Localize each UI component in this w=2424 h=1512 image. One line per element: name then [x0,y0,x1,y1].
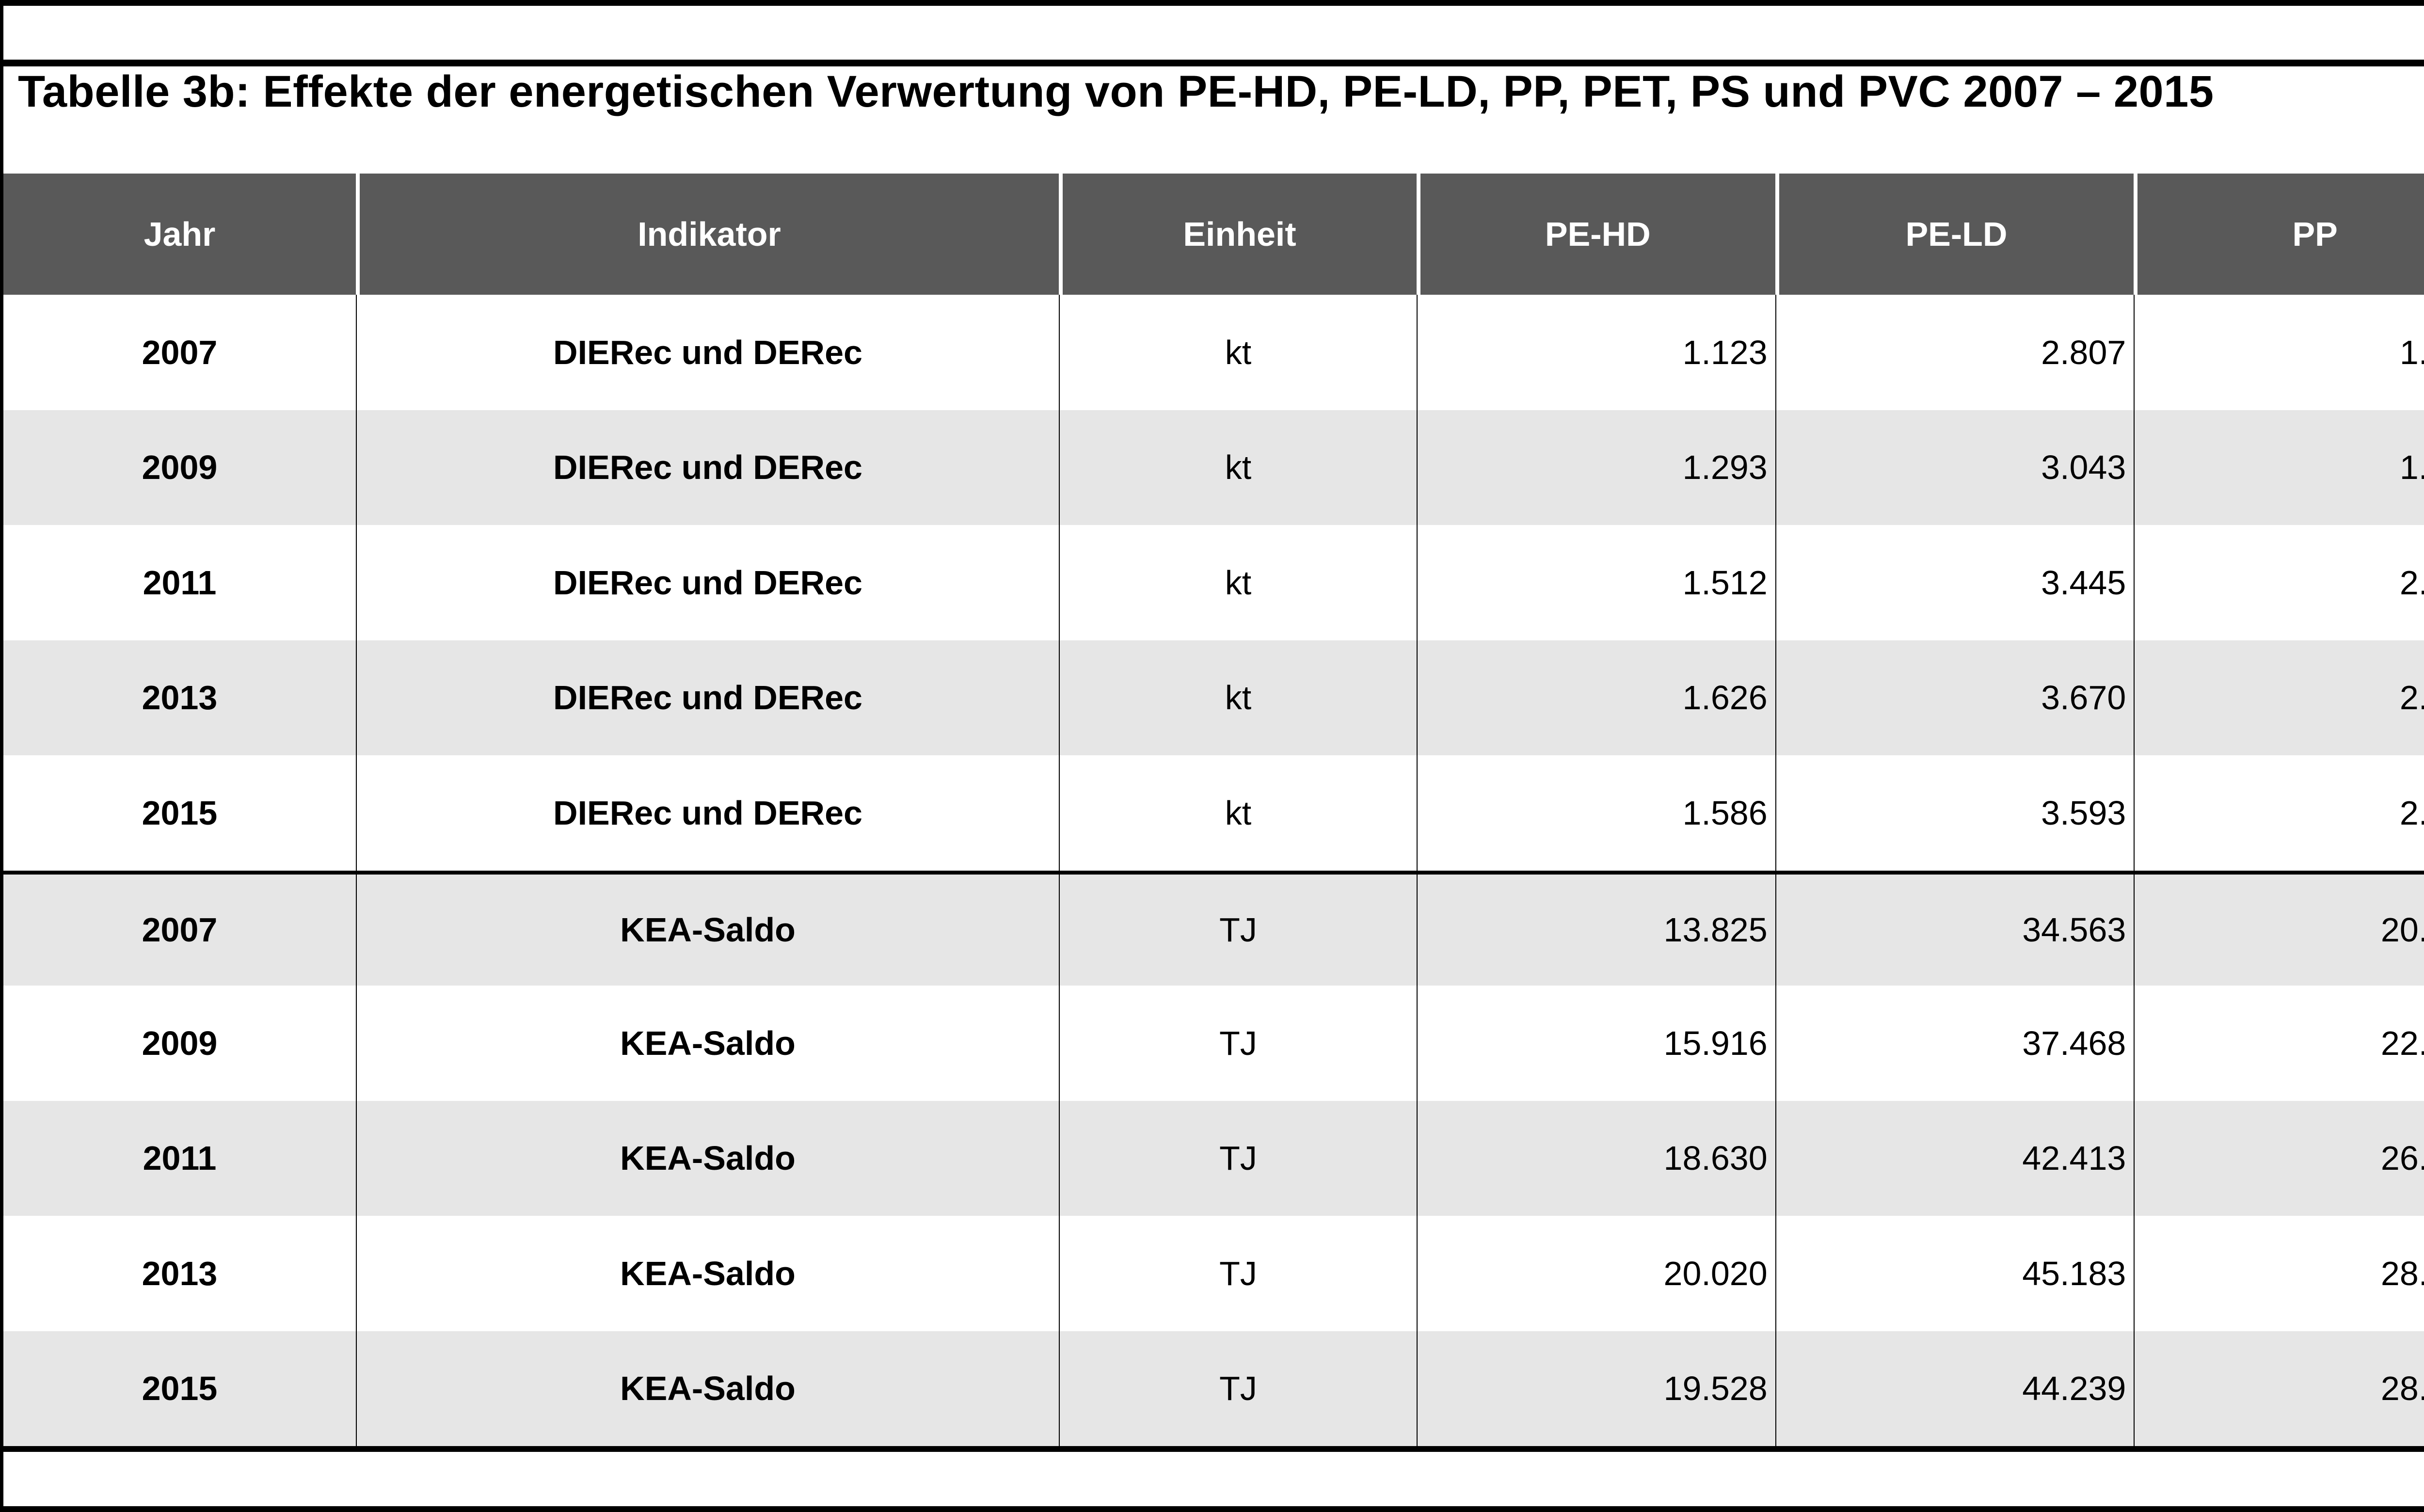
table-row: 2013 DIERec und DERec kt 1.626 3.670 2.3… [3,640,2424,755]
cell-einheit: TJ [1059,1100,1417,1216]
cell-pe-ld: 34.563 [1775,874,2134,986]
cell-einheit: TJ [1059,1331,1417,1446]
cell-indikator: DIERec und DERec [356,295,1059,410]
cell-pp: 28.718 [2134,1331,2424,1446]
page-title: Tabelle 3b: Effekte der energetischen Ve… [18,67,2214,116]
cell-pp: 1.667 [2134,295,2424,410]
cell-jahr: 2015 [142,1369,218,1408]
cell-einheit: kt [1059,295,1417,410]
cell-indikator: KEA-Saldo [356,874,1059,986]
column-header-pp: PP [2134,174,2424,295]
cell-pp: 2.174 [2134,525,2424,640]
column-header-jahr: Jahr [3,174,356,295]
cell-pe-ld: 2.807 [1775,295,2134,410]
cell-einheit: kt [1059,410,1417,525]
cell-pe-hd: 15.916 [1417,986,1775,1101]
column-header-pe-ld: PE-LD [1775,174,2134,295]
cell-pe-hd: 1.123 [1417,295,1775,410]
table-row: 2007 DIERec und DERec kt 1.123 2.807 1.6… [3,295,2424,410]
table-row: 2009 DIERec und DERec kt 1.293 3.043 1.8… [3,410,2424,525]
cell-indikator: DIERec und DERec [356,410,1059,525]
cell-jahr: 2015 [142,794,218,832]
cell-jahr: 2013 [142,1254,218,1292]
cell-pe-ld: 45.183 [1775,1216,2134,1331]
cell-pp: 2.350 [2134,640,2424,755]
cell-pe-hd: 19.528 [1417,1331,1775,1446]
table-row: 2013 KEA-Saldo TJ 20.020 45.183 28.930 4… [3,1216,2424,1331]
cell-indikator: KEA-Saldo [356,1216,1059,1331]
cell-indikator: KEA-Saldo [356,1331,1059,1446]
cell-pp: 28.930 [2134,1216,2424,1331]
cell-indikator: DIERec und DERec [356,525,1059,640]
cell-pe-hd: 1.586 [1417,755,1775,871]
table-row: 2015 KEA-Saldo TJ 19.528 44.239 28.718 4… [3,1331,2424,1446]
table-body: 2007 DIERec und DERec kt 1.123 2.807 1.6… [3,295,2424,1446]
table-row: 2011 KEA-Saldo TJ 18.630 42.413 26.771 3… [3,1100,2424,1216]
cell-pe-hd: 1.626 [1417,640,1775,755]
cell-pp: 22.694 [2134,986,2424,1101]
cell-jahr: 2009 [142,1024,218,1062]
cell-pe-ld: 42.413 [1775,1100,2134,1216]
cell-pe-ld: 3.670 [1775,640,2134,755]
cell-jahr: 2013 [142,679,218,717]
table-row: 2009 KEA-Saldo TJ 15.916 37.468 22.694 2… [3,986,2424,1101]
table-bottom-border [3,1446,2424,1452]
cell-einheit: kt [1059,640,1417,755]
table-row: 2011 DIERec und DERec kt 1.512 3.445 2.1… [3,525,2424,640]
cell-pe-ld: 3.445 [1775,525,2134,640]
footer-band: Quelle: Umweltbundesamt, FKZ 3714 93 316… [3,1452,2424,1506]
cell-pp: 1.843 [2134,410,2424,525]
cell-einheit: kt [1059,755,1417,871]
cell-pp: 26.771 [2134,1100,2424,1216]
title-band: Tabelle 3b: Effekte der energetischen Ve… [3,66,2424,174]
cell-indikator: KEA-Saldo [356,1100,1059,1216]
column-header-pe-hd: PE-HD [1417,174,1775,295]
cell-pe-ld: 3.043 [1775,410,2134,525]
cell-pe-hd: 1.512 [1417,525,1775,640]
cell-pe-ld: 37.468 [1775,986,2134,1101]
cell-pe-ld: 44.239 [1775,1331,2134,1446]
column-header-einheit: Einheit [1059,174,1417,295]
cell-pe-hd: 20.020 [1417,1216,1775,1331]
column-header-indikator: Indikator [356,174,1059,295]
cell-einheit: TJ [1059,874,1417,986]
cell-einheit: kt [1059,525,1417,640]
cell-jahr: 2011 [143,1139,217,1178]
cell-jahr: 2011 [143,563,217,602]
cell-pp: 2.332 [2134,755,2424,871]
table-row: 2007 KEA-Saldo TJ 13.825 34.563 20.522 1… [3,870,2424,986]
cell-pp: 20.522 [2134,874,2424,986]
cell-jahr: 2007 [142,911,218,949]
cell-pe-hd: 13.825 [1417,874,1775,986]
cell-pe-hd: 1.293 [1417,410,1775,525]
cell-indikator: DIERec und DERec [356,755,1059,871]
cell-indikator: KEA-Saldo [356,986,1059,1101]
cell-einheit: TJ [1059,986,1417,1101]
cell-jahr: 2009 [142,448,218,487]
top-gap [3,6,2424,60]
cell-indikator: DIERec und DERec [356,640,1059,755]
cell-jahr: 2007 [142,333,218,371]
cell-einheit: TJ [1059,1216,1417,1331]
cell-pe-hd: 18.630 [1417,1100,1775,1216]
cell-pe-ld: 3.593 [1775,755,2134,871]
table-top-border [3,60,2424,66]
table-row: 2015 DIERec und DERec kt 1.586 3.593 2.3… [3,755,2424,871]
